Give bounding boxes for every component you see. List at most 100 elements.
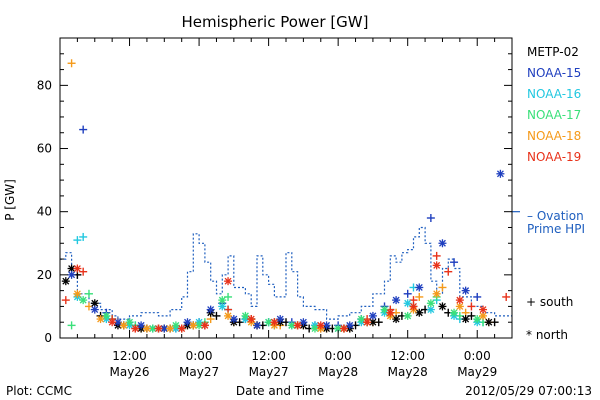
north-point — [339, 324, 348, 333]
star-d2 — [404, 299, 412, 307]
north-point — [166, 324, 175, 333]
x-tick-label-date: May28 — [318, 365, 358, 379]
star-d2 — [439, 302, 446, 310]
star-d2 — [473, 315, 481, 323]
north-point — [247, 315, 256, 324]
north-point — [154, 324, 163, 333]
star-d2 — [160, 325, 168, 332]
ovation-hpi-series — [60, 211, 520, 320]
north-point — [345, 321, 354, 330]
star-d2 — [178, 325, 186, 332]
south-point — [502, 292, 511, 301]
x-tick-label-date: May29 — [457, 365, 497, 379]
star-d2 — [270, 318, 278, 326]
south-point — [61, 296, 70, 305]
star-d2 — [479, 312, 487, 320]
star-d2 — [410, 302, 417, 310]
x-tick-label-date: May27 — [179, 365, 219, 379]
north-point — [386, 308, 395, 317]
star-d2 — [340, 325, 348, 332]
star-d2 — [73, 265, 81, 272]
south-point — [67, 321, 76, 330]
north-point — [496, 169, 505, 178]
star-d2 — [386, 309, 394, 317]
y-tick-label: 60 — [37, 142, 52, 156]
star-d2 — [241, 312, 249, 320]
star-d2 — [496, 170, 504, 178]
marker-legend-entry: * north — [526, 328, 568, 342]
star-d2 — [73, 290, 81, 298]
star-d2 — [91, 306, 99, 314]
north-point — [403, 311, 412, 320]
x-tick-label-time: 12:00 — [390, 349, 425, 363]
north-point — [415, 308, 424, 317]
north-point — [241, 311, 250, 320]
star-d2 — [79, 296, 87, 304]
legend-entry: NOAA-15 — [527, 66, 581, 80]
star-d2 — [346, 321, 354, 329]
legend-entry: NOAA-16 — [527, 87, 581, 101]
legend-entry: NOAA-18 — [527, 129, 581, 143]
north-point — [322, 321, 331, 330]
x-tick-label-time: 12:00 — [112, 349, 147, 363]
star-d2 — [415, 284, 423, 291]
star-d2 — [357, 315, 365, 323]
star-d2 — [172, 321, 180, 329]
y-tick-label: 20 — [37, 268, 52, 282]
north-point — [79, 296, 88, 305]
star-d2 — [218, 302, 226, 310]
y-axis-label: P [GW] — [3, 179, 17, 221]
star-d2 — [317, 321, 325, 329]
star-d2 — [166, 325, 174, 332]
north-point — [270, 318, 279, 327]
south-point — [212, 311, 221, 320]
ovation-legend-line1: – Ovation — [527, 209, 584, 223]
legend-entry: NOAA-17 — [527, 108, 581, 122]
north-point — [171, 321, 180, 330]
x-tick-label-time: 0:00 — [186, 349, 213, 363]
x-tick-label-date: May27 — [249, 365, 289, 379]
star-d2 — [189, 321, 197, 329]
south-point — [79, 125, 88, 134]
north-point — [415, 283, 424, 292]
north-point — [368, 318, 377, 327]
star-d2 — [131, 325, 139, 332]
star-d2 — [381, 306, 388, 314]
north-point — [177, 324, 186, 333]
south-point — [438, 283, 447, 292]
star-d2 — [218, 296, 226, 304]
star-d2 — [427, 299, 435, 307]
north-point — [73, 289, 82, 298]
star-d2 — [433, 290, 441, 298]
north-point — [206, 305, 215, 314]
north-point — [484, 318, 493, 327]
star-d2 — [137, 321, 145, 329]
star-d2 — [265, 318, 273, 326]
star-d2 — [143, 325, 151, 332]
star-d2 — [334, 325, 342, 332]
north-point — [183, 318, 192, 327]
star-d2 — [323, 321, 331, 329]
star-d2 — [195, 321, 203, 329]
north-point — [218, 296, 227, 305]
star-d2 — [155, 325, 162, 332]
x-tick-label-time: 12:00 — [251, 349, 286, 363]
x-axis-label: Date and Time — [236, 384, 324, 398]
star-d2 — [439, 239, 446, 247]
star-d2 — [456, 302, 464, 310]
north-point — [293, 321, 302, 330]
ovation-legend-line2: Prime HPI — [527, 222, 585, 236]
star-d2 — [485, 318, 493, 326]
south-point — [224, 292, 233, 301]
plot-frame — [59, 37, 513, 339]
star-d2 — [68, 271, 76, 279]
star-d2 — [392, 296, 400, 304]
north-point — [409, 302, 418, 311]
north-point — [363, 318, 372, 327]
marker-legend: + south * north — [526, 295, 573, 342]
north-point — [461, 286, 470, 295]
star-d2 — [276, 315, 284, 323]
south-point — [73, 236, 82, 245]
star-d2 — [253, 321, 261, 329]
